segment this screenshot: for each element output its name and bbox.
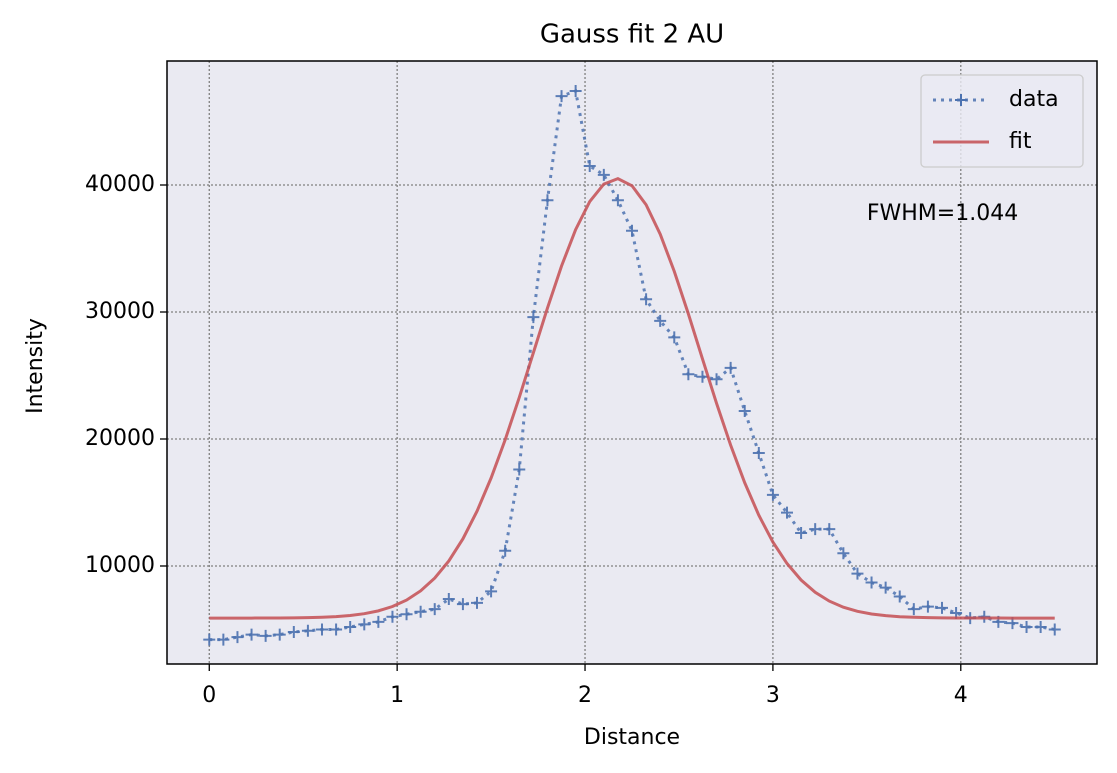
annotation: FWHM=1.044 (867, 201, 1018, 226)
data-point (1020, 620, 1033, 633)
data-point (414, 605, 427, 618)
data-point (781, 506, 793, 519)
x-axis-label: Distance (584, 725, 680, 750)
data-point (1048, 623, 1061, 636)
legend-label: fit (1009, 129, 1032, 154)
y-axis-label: Intensity (23, 318, 48, 414)
data-point (344, 620, 357, 633)
x-tick-label: 3 (766, 683, 780, 708)
data-point (921, 600, 934, 613)
y-tick-label: 30000 (85, 299, 155, 324)
legend (920, 74, 1084, 168)
data-point (752, 446, 765, 459)
data-point (626, 224, 638, 237)
data-point (217, 633, 230, 646)
data-point (259, 629, 272, 642)
data-point (668, 331, 681, 344)
data-point (287, 626, 300, 639)
legend-marker (955, 94, 967, 106)
data-point (823, 523, 836, 536)
data-point (724, 361, 737, 374)
data-point (471, 596, 483, 609)
data-point (527, 311, 540, 324)
x-tick-label: 4 (954, 683, 968, 708)
data-point (640, 293, 653, 306)
data-point (358, 618, 371, 631)
data-point (837, 547, 850, 560)
data-point (907, 603, 920, 616)
plot-frame (166, 60, 1098, 665)
legend-label: data (1009, 87, 1059, 112)
data-point (499, 544, 512, 557)
data-point (611, 194, 624, 207)
y-tick-label: 20000 (85, 426, 155, 451)
data-point (738, 405, 751, 418)
data-point (245, 628, 258, 641)
data-point (330, 623, 343, 636)
data-point (273, 628, 286, 641)
data-point (541, 194, 554, 207)
data-point (696, 370, 709, 383)
data-point (809, 523, 822, 536)
x-tick-label: 0 (202, 683, 216, 708)
data-point (1034, 620, 1047, 633)
data-point (555, 90, 568, 103)
data-point (569, 85, 582, 98)
data-point (456, 598, 469, 611)
data-point (682, 368, 695, 381)
x-tick-label: 1 (390, 683, 404, 708)
x-tick-label: 2 (578, 683, 592, 708)
data-point (386, 610, 399, 623)
data-point (851, 567, 864, 580)
chart-title: Gauss fit 2 AU (540, 20, 724, 50)
data-point (583, 159, 596, 172)
data-point (766, 488, 779, 501)
data-point (513, 463, 526, 476)
data-point (654, 314, 667, 327)
data-point (485, 585, 498, 598)
data-point (597, 168, 610, 181)
data-point (893, 590, 906, 603)
data-point (301, 624, 314, 637)
data-point (372, 615, 385, 628)
data-point (203, 633, 216, 646)
data-point (316, 623, 328, 636)
data-point (710, 373, 723, 386)
data-point (428, 603, 441, 616)
data-point (795, 526, 808, 539)
y-tick-label: 10000 (85, 553, 155, 578)
y-tick-label: 40000 (85, 172, 155, 197)
data-point (442, 593, 455, 606)
data-point (400, 608, 413, 621)
data-point (865, 576, 878, 589)
data-point (879, 581, 892, 594)
data-point (231, 631, 244, 644)
series-line (209, 177, 1055, 620)
data-point (936, 601, 948, 614)
